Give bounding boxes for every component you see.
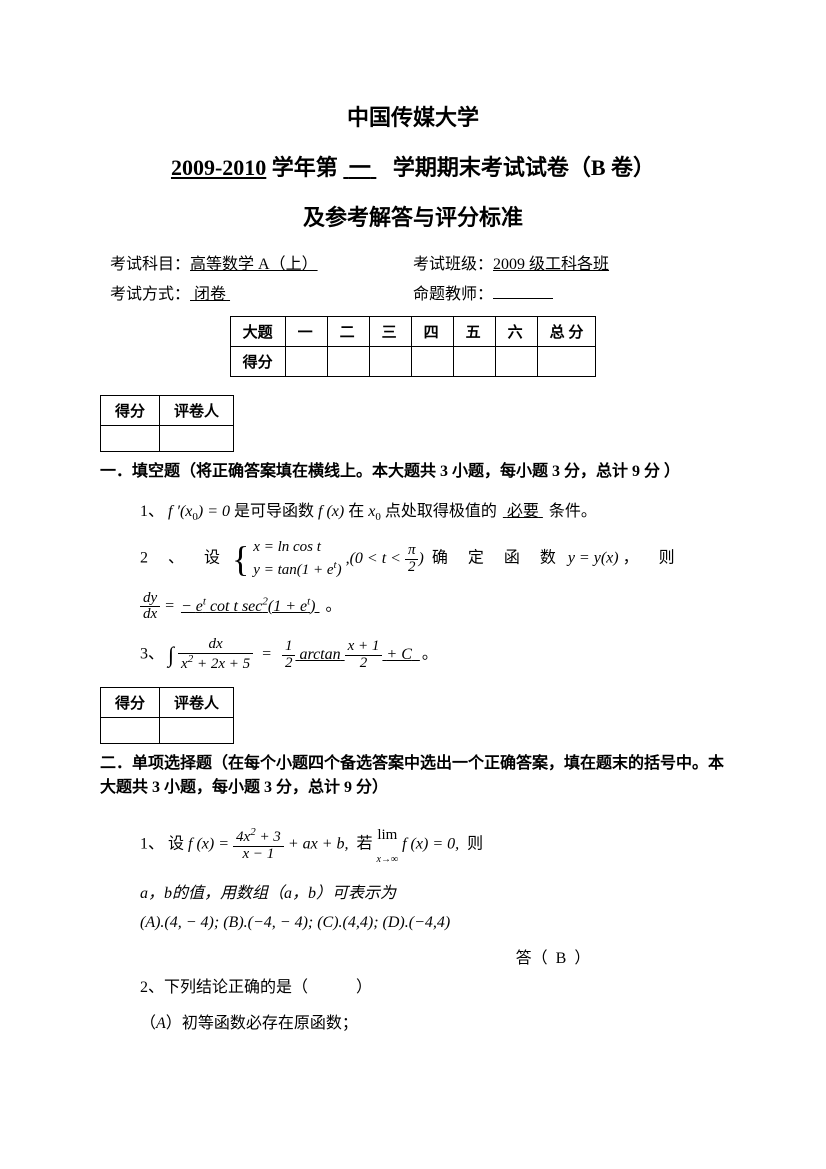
t: a，b的值，用数组（a，b）可表示为 [140,885,396,902]
th-total: 总 分 [537,317,596,347]
th-3: 三 [369,317,411,347]
t: f (x) [318,503,344,520]
lim-sub: x→∞ [377,850,399,870]
t: 在 [348,503,364,520]
q1-2-ans: dydx = − et cot t sec2(1 + et) 。 [140,590,726,623]
t: = [164,598,175,615]
q2-1-line2: a，b的值，用数组（a，b）可表示为 [140,880,726,909]
system: { x = ln cos t y = tan(1 + et) [232,538,342,580]
th-4: 四 [411,317,453,347]
t: 若 [357,836,373,853]
t: f ′(x [168,503,192,520]
t: 点处取得极值的 [385,503,497,520]
cell [453,347,495,377]
exam-title-line: 2009-2010 学年第 一 学期期末考试试卷（B 卷） [100,150,726,182]
cell [285,347,327,377]
t: ) = 0 [198,503,230,520]
q1-1: 1、 f ′(x0) = 0 是可导函数 f (x) 在 x0 点处取得极值的 … [140,496,726,528]
th-6: 六 [495,317,537,347]
grader-table-2: 得分 评卷人 [100,687,234,744]
meta-row-2: 考试方式： 闭卷 命题教师： [100,280,726,304]
row-score-label: 得分 [230,347,285,377]
subject-label: 考试科目： [110,256,190,273]
options: (A).(4, − 4); (B).(−4, − 4); (C).(4,4); … [140,914,450,931]
section-2-title: 二．单项选择题（在每个小题四个备选答案中选出一个正确答案，填在题末的括号中。本大… [100,752,726,800]
university-title: 中国传媒大学 [100,100,726,132]
method-label: 考试方式： [110,286,190,303]
teacher-label: 命题教师： [413,286,493,303]
semester-label: 学年第 [272,155,338,180]
meta-row-1: 考试科目：高等数学 A（上） 考试班级：2009 级工科各班 [100,250,726,274]
t: ， 则 [623,550,683,567]
cell [160,718,234,744]
th-5: 五 [453,317,495,347]
q2-1-answer: 答（ B ） [380,944,726,968]
class-value: 2009 级工科各班 [493,256,609,273]
t: 答（ [516,950,548,967]
t: 。 [326,598,342,615]
cell [101,426,160,452]
q1-answer: 必要 [501,503,545,520]
cell [160,426,234,452]
sys-line1: x = ln cos t [253,538,341,558]
cond: ,(0 < t < π2) [346,550,428,567]
t: f (x) = 0, [402,836,459,853]
q-num: 3、 [140,646,164,663]
semester-num: 一 [343,155,376,180]
q2-2-optA: （A）初等函数必存在原函数； [140,1010,726,1039]
answer-letter: B [556,950,567,967]
t: f (x) = [188,836,229,853]
q2-1: 1、 设 f (x) = 4x2 + 3 x − 1 + ax + b, 若 l… [140,820,726,870]
cell [411,347,453,377]
q-num: 1、 [140,503,164,520]
sys-line2: y = tan(1 + et) [253,558,341,581]
integrand: dx x2 + 2x + 5 [178,637,253,673]
t: = [261,646,272,663]
cell [327,347,369,377]
dydx: dydx [140,591,160,624]
method-value: 闭卷 [190,286,230,303]
cell [101,718,160,744]
subtitle: 及参考解答与评分标准 [100,200,726,232]
t: 是可导函数 [234,503,314,520]
q3-answer: 12 arctan x + 12 + C [280,646,422,663]
t: ） [574,950,590,967]
teacher-blank [493,283,553,299]
small-grader: 评卷人 [160,396,234,426]
small-score: 得分 [101,396,160,426]
cell [369,347,411,377]
cell [495,347,537,377]
grader-table-1: 得分 评卷人 [100,395,234,452]
q1-2: 2 、 设 { x = ln cos t y = tan(1 + et) ,(0… [140,538,726,580]
t: 。 [422,646,438,663]
q2-1-opts: (A).(4, − 4); (B).(−4, − 4); (C).(4,4); … [140,909,726,938]
q1-3: 3、 ∫ dx x2 + 2x + 5 = 12 arctan x + 12 +… [140,633,726,677]
t: 条件。 [549,503,597,520]
section-1-title: 一．填空题（将正确答案填在横线上。本大题共 3 小题，每小题 3 分，总计 9 … [100,460,726,484]
small-score: 得分 [101,688,160,718]
cell [537,347,596,377]
th-1: 一 [285,317,327,347]
title-tail: 学期期末考试试卷（B 卷） [393,155,655,180]
lim: lim [377,820,399,850]
q2-answer: − et cot t sec2(1 + et) [179,598,322,615]
th-2: 二 [327,317,369,347]
class-label: 考试班级： [413,256,493,273]
t: + ax + b, [288,836,349,853]
year: 2009-2010 [171,155,266,180]
small-grader: 评卷人 [160,688,234,718]
th-section: 大题 [230,317,285,347]
t: 确 定 函 数 [432,550,564,567]
subject-value: 高等数学 A（上） [190,256,318,273]
q-num: 1、 设 [140,836,184,853]
score-summary-table: 大题 一 二 三 四 五 六 总 分 得分 [230,316,597,377]
frac: 4x2 + 3 x − 1 [233,827,284,863]
t: 则 [467,836,483,853]
q-num: 2 、 设 [140,550,228,567]
t: y = y(x) [568,550,619,567]
q2-2: 2、下列结论正确的是（ ） [140,974,726,1003]
